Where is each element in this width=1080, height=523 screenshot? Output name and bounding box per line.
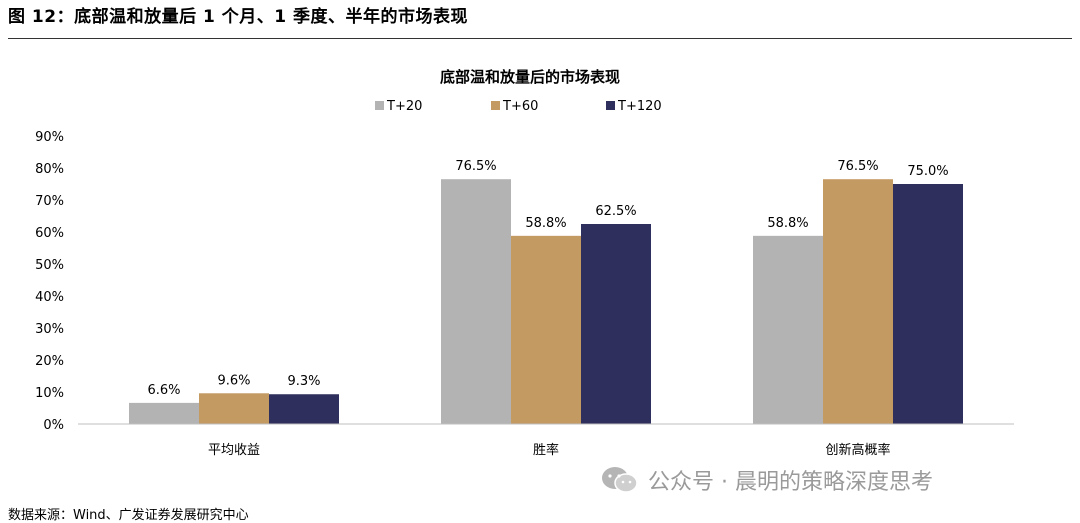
data-label: 6.6% [147,383,180,398]
y-tick-label: 20% [35,354,64,369]
bar [581,224,651,424]
data-label: 75.0% [907,164,948,179]
x-category-label: 平均收益 [208,443,260,458]
bars-group: 6.6% 9.6% 9.3% 76.5% 58.8% 62.5% 58.8% 76.5% 75.… [129,159,963,424]
y-tick-label: 80% [35,162,64,177]
y-tick-label: 10% [35,386,64,401]
x-axis: 平均收益 胜率 创新高概率 [78,423,1014,458]
y-tick-label: 90% [35,130,64,145]
bar [441,179,511,424]
figure-title: 图 12：底部温和放量后 1 个月、1 季度、半年的市场表现 [8,7,468,27]
data-label: 58.8% [767,216,808,231]
y-axis: 0% 10% 20% 30% 40% 50% 60% 70% 80% 90% [35,130,64,433]
bar [269,394,339,424]
wechat-icon [602,467,638,493]
bar [199,393,269,424]
legend-swatch-1 [491,101,500,110]
y-tick-label: 50% [35,258,64,273]
watermark: 公众号 · 晨明的策略深度思考 [600,464,933,496]
data-label: 76.5% [837,159,878,174]
data-label: 58.8% [525,216,566,231]
bar-chart: 底部温和放量后的市场表现 T+20 T+60 T+120 0% 10% 20% 30% 40… [35,68,1014,458]
legend-label-0: T+20 [386,99,422,114]
bar [129,402,199,424]
x-category-label: 胜率 [533,442,559,458]
chart-legend: T+20 T+60 T+120 [375,99,662,114]
y-tick-label: 0% [43,418,64,433]
bar [823,179,893,424]
x-category-label: 创新高概率 [825,442,890,458]
bar [893,184,963,424]
chart-title: 底部温和放量后的市场表现 [440,68,620,86]
data-label: 76.5% [455,159,496,174]
bar [753,235,823,424]
y-tick-label: 70% [35,194,64,209]
y-tick-label: 60% [35,226,64,241]
legend-swatch-0 [375,101,384,110]
data-label: 9.6% [217,373,250,388]
y-tick-label: 40% [35,290,64,305]
data-label: 62.5% [595,204,636,219]
legend-label-1: T+60 [502,99,538,114]
y-tick-label: 30% [35,322,64,337]
legend-swatch-2 [606,101,615,110]
legend-label-2: T+120 [617,99,662,114]
title-divider [8,38,1072,39]
watermark-text: 公众号 · 晨明的策略深度思考 [648,470,933,495]
data-source: 数据来源：Wind、广发证券发展研究中心 [8,508,249,523]
bar [511,235,581,424]
data-label: 9.3% [287,374,320,389]
